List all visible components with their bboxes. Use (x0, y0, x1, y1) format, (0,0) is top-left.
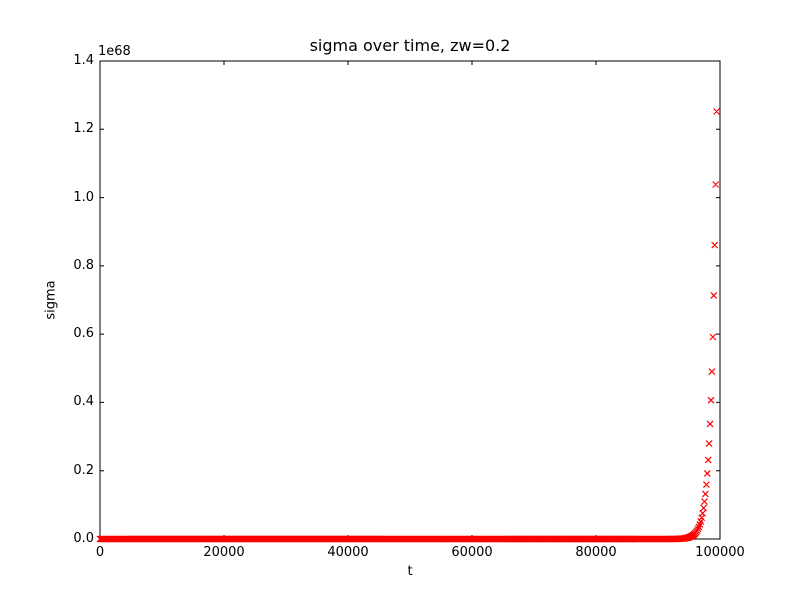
x-tick-label: 0 (95, 545, 105, 560)
y-tick-label: 0.4 (73, 394, 94, 410)
tick-marks (99, 60, 721, 540)
data-markers (96, 108, 721, 543)
y-axis-offset-text: 1e68 (98, 44, 131, 59)
y-tick-label: 1.2 (73, 121, 94, 137)
x-tick-label: 40000 (327, 545, 369, 560)
y-tick-label: 1.4 (73, 53, 94, 68)
x-tick-label: 100000 (695, 545, 745, 560)
chart-title: sigma over time, zw=0.2 (309, 36, 511, 55)
y-axis-label: sigma (43, 280, 59, 320)
x-axis-label: t (407, 564, 413, 579)
axes-frame (99, 60, 721, 540)
y-tick-label: 1.0 (73, 189, 94, 205)
y-tick-label: 0.8 (73, 257, 94, 273)
y-tick-label: 0.2 (73, 462, 94, 478)
y-tick-label: 0.6 (73, 326, 94, 342)
x-tick-label: 60000 (451, 545, 493, 560)
x-tick-label: 20000 (203, 545, 245, 560)
x-tick-label: 80000 (575, 545, 617, 560)
y-tick-label: 0.0 (73, 531, 94, 546)
